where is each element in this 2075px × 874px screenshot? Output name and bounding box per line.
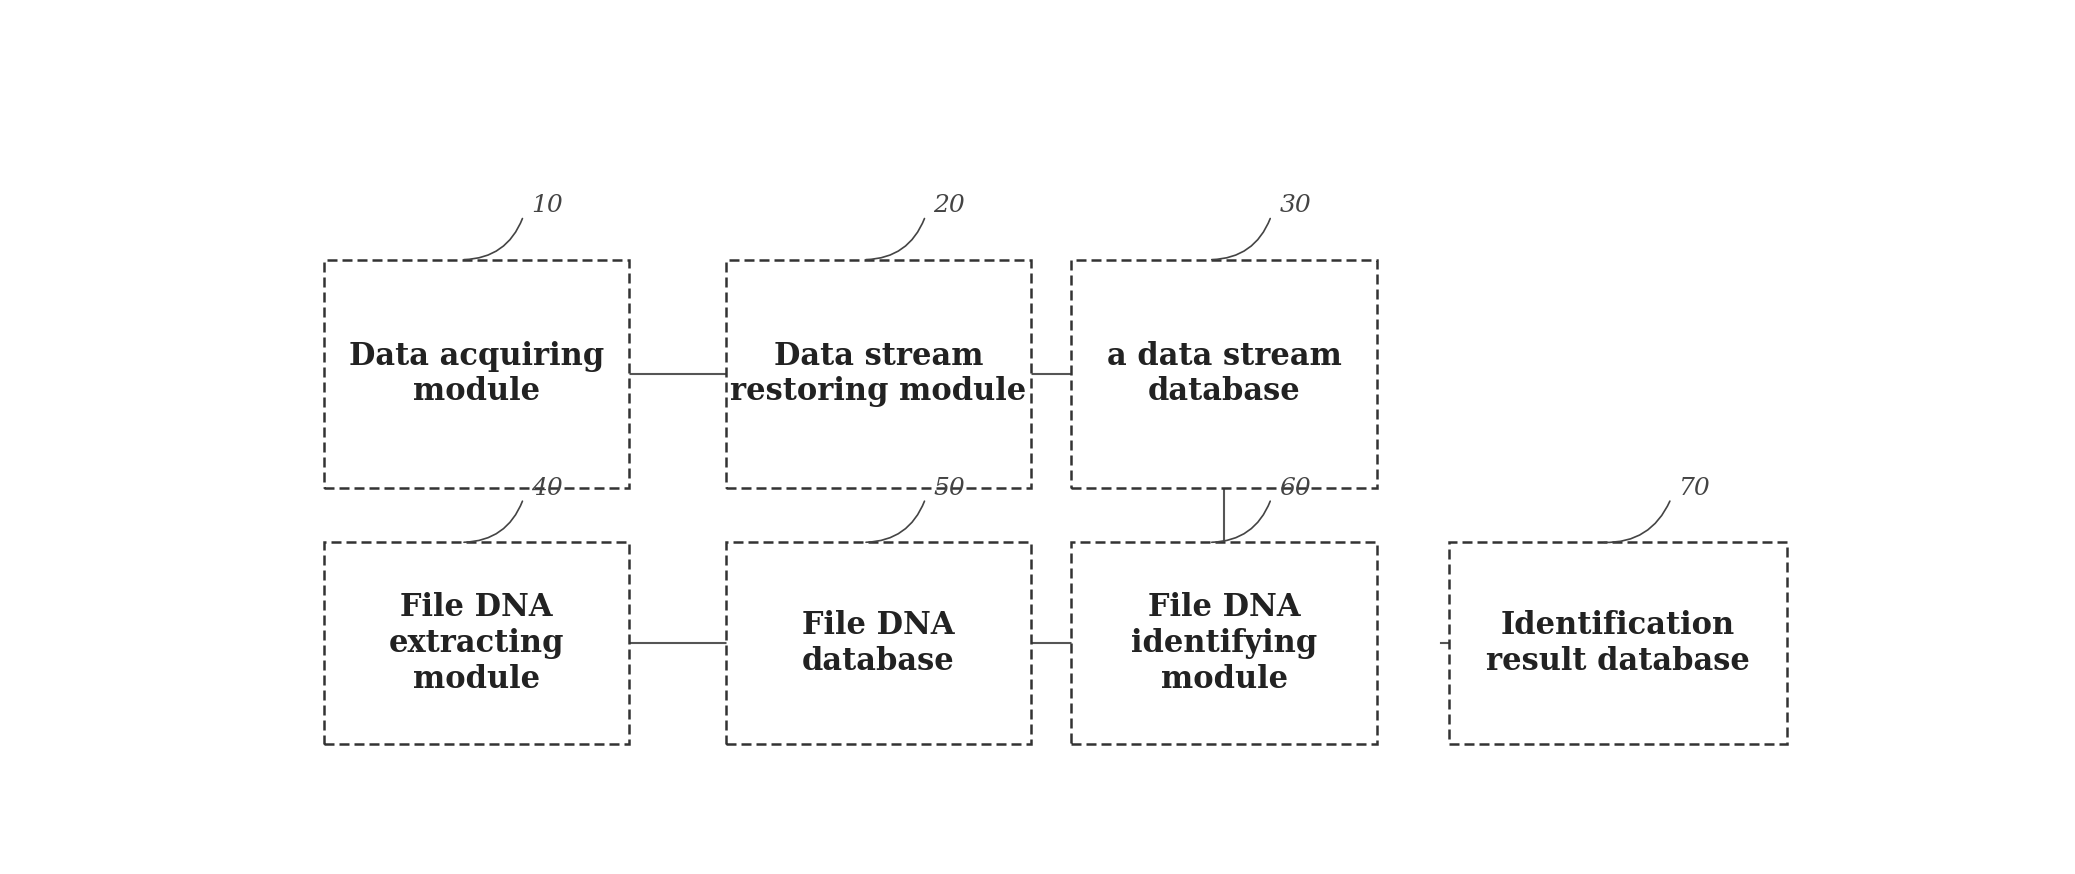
Bar — [324, 542, 629, 745]
Bar — [726, 542, 1031, 745]
Bar — [726, 260, 1031, 489]
Text: 50: 50 — [934, 477, 965, 500]
Bar — [1448, 542, 1787, 745]
Text: 30: 30 — [1280, 194, 1311, 218]
Bar — [1071, 542, 1378, 745]
Text: 40: 40 — [531, 477, 562, 500]
Bar — [1071, 260, 1378, 489]
Text: 10: 10 — [531, 194, 562, 218]
Text: Data stream
restoring module: Data stream restoring module — [730, 341, 1027, 407]
Text: Identification
result database: Identification result database — [1486, 610, 1749, 676]
Text: a data stream
database: a data stream database — [1106, 341, 1343, 407]
Text: 60: 60 — [1280, 477, 1311, 500]
Text: 70: 70 — [1679, 477, 1710, 500]
Text: 20: 20 — [934, 194, 965, 218]
Text: File DNA
database: File DNA database — [803, 610, 954, 676]
Text: File DNA
identifying
module: File DNA identifying module — [1131, 592, 1318, 695]
Bar — [324, 260, 629, 489]
Text: File DNA
extracting
module: File DNA extracting module — [388, 592, 564, 695]
Text: Data acquiring
module: Data acquiring module — [349, 341, 604, 407]
